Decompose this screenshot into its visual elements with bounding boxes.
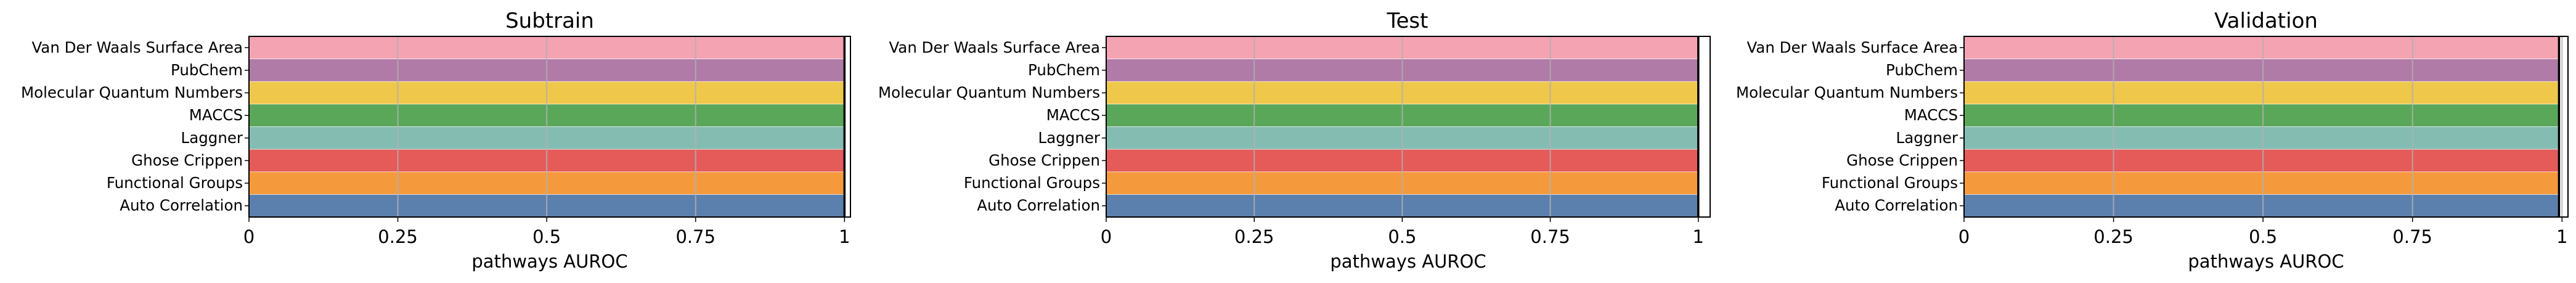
- category-label: Laggner: [1038, 129, 1101, 147]
- x-axis-label: pathways AUROC: [1330, 251, 1486, 272]
- x-tick-label: 1: [2556, 226, 2567, 247]
- bar: [1964, 36, 2559, 59]
- x-tick-label: 0.5: [532, 226, 561, 247]
- category-label: Molecular Quantum Numbers: [878, 84, 1100, 102]
- category-label: Ghose Crippen: [1846, 151, 1958, 169]
- chart-title: Subtrain: [505, 9, 594, 33]
- category-label: Van Der Waals Surface Area: [31, 38, 243, 56]
- category-label: Functional Groups: [107, 174, 243, 192]
- x-tick-label: 0: [1958, 226, 1970, 247]
- category-label: Molecular Quantum Numbers: [1736, 84, 1958, 102]
- category-label: Van Der Waals Surface Area: [1747, 38, 1958, 56]
- chart-panel-1: Test Van Der Waals Surface Area PubChem Mol…: [878, 9, 1711, 272]
- x-tick-label: 0.25: [2093, 226, 2134, 247]
- axes-frame: [1106, 36, 1711, 218]
- category-label: Ghose Crippen: [988, 151, 1100, 169]
- category-label: MACCS: [189, 106, 243, 124]
- category-label: Ghose Crippen: [131, 151, 243, 169]
- category-label: Auto Correlation: [120, 197, 243, 215]
- x-tick-label: 0.5: [1388, 226, 1416, 247]
- bar: [1964, 172, 2559, 195]
- x-tick-label: 0.75: [675, 226, 715, 247]
- x-tick-label: 0: [1101, 226, 1112, 247]
- chart-title: Test: [1387, 9, 1429, 33]
- axes-frame: [1963, 36, 2569, 218]
- category-label: Auto Correlation: [977, 197, 1100, 215]
- axes-frame: [248, 36, 851, 218]
- category-label: PubChem: [1886, 61, 1958, 79]
- category-label: Molecular Quantum Numbers: [21, 84, 243, 102]
- chart-title: Validation: [2214, 9, 2318, 33]
- x-tick-label: 0.5: [2249, 226, 2277, 247]
- x-tick-label: 0.25: [378, 226, 418, 247]
- chart-panel-2: Validation Van Der Waals Surface Area PubC…: [1736, 9, 2569, 272]
- x-tick-label: 0.75: [1530, 226, 1570, 247]
- category-label: MACCS: [1046, 106, 1100, 124]
- x-tick-label: 1: [1693, 226, 1704, 247]
- bar: [1964, 81, 2559, 104]
- category-label: MACCS: [1904, 106, 1958, 124]
- x-tick-label: 1: [839, 226, 850, 247]
- category-label: Functional Groups: [964, 174, 1100, 192]
- category-label: Auto Correlation: [1835, 197, 1958, 215]
- bar: [1964, 194, 2559, 217]
- bar: [1964, 59, 2559, 81]
- category-label: Van Der Waals Surface Area: [889, 38, 1100, 56]
- x-tick-label: 0.75: [2392, 226, 2432, 247]
- category-label: PubChem: [171, 61, 243, 79]
- bar: [1964, 104, 2559, 127]
- x-tick-label: 0: [243, 226, 255, 247]
- x-tick-label: 0.25: [1234, 226, 1274, 247]
- bar: [1964, 149, 2559, 172]
- chart-panel-0: Subtrain Van Der Waals Surface Area PubChe…: [21, 9, 851, 272]
- category-label: Laggner: [181, 129, 243, 147]
- category-label: Laggner: [1896, 129, 1958, 147]
- bar: [1964, 126, 2559, 149]
- x-axis-label: pathways AUROC: [2188, 251, 2344, 272]
- category-label: Functional Groups: [1822, 174, 1958, 192]
- category-label: PubChem: [1028, 61, 1100, 79]
- x-axis-label: pathways AUROC: [471, 251, 627, 272]
